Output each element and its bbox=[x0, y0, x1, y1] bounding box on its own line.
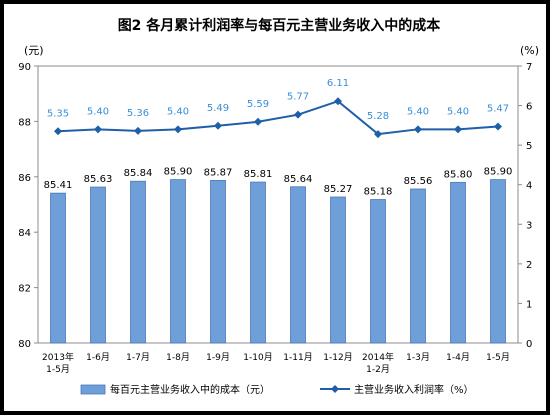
left-axis: 80 82 84 86 88 90 bbox=[18, 62, 38, 350]
category-label: 2014年 1-2月 bbox=[362, 351, 394, 375]
right-tick-label: 2 bbox=[526, 260, 532, 271]
cost-bar-value-label: 85.56 bbox=[404, 176, 433, 187]
right-tick-label: 0 bbox=[526, 339, 532, 350]
margin-value-label: 5.35 bbox=[47, 108, 69, 119]
category-label: 1-11月 bbox=[283, 352, 312, 363]
legend-item-cost: 每百元主营业务收入中的成本（元） bbox=[80, 383, 270, 396]
margin-point bbox=[334, 97, 342, 106]
bar-series bbox=[50, 179, 506, 344]
margin-point bbox=[454, 125, 462, 134]
category-label: 1-9月 bbox=[206, 352, 230, 363]
cost-bar bbox=[90, 186, 106, 344]
cost-bar bbox=[290, 186, 306, 344]
cost-bar-value-label: 85.80 bbox=[444, 169, 473, 180]
cost-bar bbox=[170, 179, 186, 344]
margin-value-label: 5.40 bbox=[447, 106, 469, 117]
category-label: 1-6月 bbox=[86, 352, 110, 363]
margin-value-label: 5.36 bbox=[127, 108, 149, 119]
margin-value-label: 5.59 bbox=[247, 99, 269, 110]
category-label: 1-5月 bbox=[486, 352, 510, 363]
category-axis: 2013年 1-5月 1-6月 1-7月 1-8月 1-9月 1-10月 1-11月 1-12月… bbox=[42, 351, 510, 375]
category-label: 1-8月 bbox=[166, 352, 190, 363]
legend-label-cost: 每百元主营业务收入中的成本（元） bbox=[110, 383, 270, 396]
cost-bar-value-label: 85.63 bbox=[84, 174, 113, 185]
cost-bar bbox=[330, 196, 346, 344]
cost-bar bbox=[370, 199, 386, 344]
cost-bar bbox=[450, 181, 466, 344]
category-label: 1-12月 bbox=[323, 352, 352, 363]
right-tick-label: 7 bbox=[526, 62, 532, 73]
margin-value-label: 5.40 bbox=[407, 106, 429, 117]
right-axis: 0 1 2 3 4 5 6 7 bbox=[518, 62, 532, 350]
legend-item-margin: 主营业务收入利润率（%） bbox=[320, 383, 474, 396]
left-axis-unit: (元) bbox=[24, 44, 44, 57]
right-tick-label: 4 bbox=[526, 181, 532, 192]
left-tick-label: 82 bbox=[18, 284, 31, 295]
category-label: 1-4月 bbox=[446, 352, 470, 363]
margin-value-label: 6.11 bbox=[327, 78, 349, 89]
cost-bar-value-label: 85.18 bbox=[364, 187, 393, 198]
right-axis-unit: (%) bbox=[520, 44, 539, 57]
margin-point bbox=[414, 125, 422, 134]
margin-value-label: 5.40 bbox=[167, 106, 189, 117]
line-series bbox=[54, 97, 502, 139]
margin-point bbox=[94, 125, 102, 134]
margin-value-label: 5.49 bbox=[207, 103, 229, 114]
margin-point bbox=[254, 117, 262, 126]
chart: 图2 各月累计利润率与每百元主营业务收入中的成本 (元) (%) 8082848… bbox=[18, 17, 539, 396]
cost-bar bbox=[130, 180, 146, 344]
right-tick-label: 6 bbox=[526, 102, 532, 113]
margin-value-label: 5.77 bbox=[287, 92, 309, 103]
line-value-labels: 5.35 5.40 5.36 5.40 5.49 5.59 5.77 6.11 5.28 5.40… bbox=[47, 78, 509, 122]
cost-bar bbox=[250, 181, 266, 344]
cost-bar-value-label: 85.87 bbox=[204, 167, 233, 178]
left-tick-label: 80 bbox=[18, 339, 31, 350]
category-label: 1-3月 bbox=[406, 352, 430, 363]
cost-bar-value-label: 85.90 bbox=[164, 167, 193, 178]
cost-bar bbox=[410, 188, 426, 344]
cost-bar-value-label: 85.41 bbox=[44, 180, 73, 191]
margin-point bbox=[214, 121, 222, 130]
margin-point bbox=[294, 110, 302, 119]
cost-bar bbox=[50, 192, 66, 344]
left-tick-label: 88 bbox=[18, 117, 31, 128]
legend: 每百元主营业务收入中的成本（元） 主营业务收入利润率（%） bbox=[80, 383, 474, 396]
margin-value-label: 5.28 bbox=[367, 111, 389, 122]
bar-value-labels: 85.41 85.63 85.84 85.90 85.87 85.81 85.64 85.27… bbox=[44, 167, 513, 198]
legend-diamond-marker bbox=[331, 385, 339, 393]
margin-line bbox=[57, 100, 499, 136]
chart-title: 图2 各月累计利润率与每百元主营业务收入中的成本 bbox=[118, 17, 442, 34]
legend-label-margin: 主营业务收入利润率（%） bbox=[354, 383, 474, 396]
category-label: 1-7月 bbox=[126, 352, 150, 363]
legend-bar-swatch bbox=[80, 384, 106, 395]
cost-bar-value-label: 85.81 bbox=[244, 169, 273, 180]
cost-bar bbox=[210, 180, 226, 344]
margin-value-label: 5.47 bbox=[487, 104, 509, 115]
left-tick-label: 90 bbox=[18, 62, 31, 73]
plot-area bbox=[37, 65, 519, 344]
cost-bar-value-label: 85.90 bbox=[484, 167, 513, 178]
margin-point bbox=[374, 130, 382, 139]
cost-bar-value-label: 85.64 bbox=[284, 174, 313, 185]
cost-bar bbox=[490, 179, 506, 344]
category-label: 1-10月 bbox=[243, 352, 272, 363]
right-tick-label: 1 bbox=[526, 299, 532, 310]
left-tick-label: 84 bbox=[18, 228, 31, 239]
margin-point bbox=[134, 126, 142, 135]
right-tick-label: 5 bbox=[526, 141, 532, 152]
margin-point bbox=[54, 127, 62, 136]
left-tick-label: 86 bbox=[18, 173, 31, 184]
margin-point bbox=[174, 125, 182, 134]
right-tick-label: 3 bbox=[526, 220, 532, 231]
category-label: 2013年 1-5月 bbox=[42, 351, 74, 375]
cost-bar-value-label: 85.27 bbox=[324, 184, 353, 195]
cost-bar-value-label: 85.84 bbox=[124, 168, 153, 179]
margin-point bbox=[494, 122, 502, 131]
margin-value-label: 5.40 bbox=[87, 106, 109, 117]
